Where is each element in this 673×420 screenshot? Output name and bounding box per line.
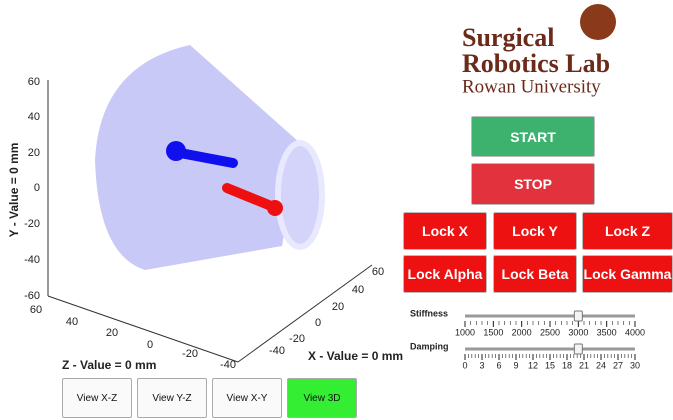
tool-red-end: [267, 200, 283, 216]
lock-button[interactable]: Lock Gamma: [582, 255, 673, 293]
logo-subtitle: Rowan University: [462, 76, 601, 97]
slider-tick-label: 3000: [568, 327, 588, 337]
z-tick-label: 20: [106, 327, 118, 339]
view-button[interactable]: View X-Z: [62, 378, 132, 418]
slider-tick-label: 9: [513, 360, 518, 370]
view-button[interactable]: View 3D: [287, 378, 357, 418]
slider-tick-label: 4000: [625, 327, 645, 337]
view-button[interactable]: View Y-Z: [137, 378, 207, 418]
tool-blue-end: [166, 141, 186, 161]
z-tick-label: 0: [147, 339, 153, 351]
z-tick-label: 60: [30, 304, 42, 316]
lock-button[interactable]: Lock Z: [582, 212, 673, 250]
slider-tick-label: 15: [545, 360, 555, 370]
x-axis-label: X - Value = 0 mm: [308, 349, 403, 363]
y-tick-label: -20: [24, 218, 40, 230]
slider-label: Stiffness: [410, 308, 448, 318]
y-tick-label: 60: [28, 76, 40, 88]
logo-line: Robotics Lab: [462, 49, 610, 78]
slider-tick-label: 24: [596, 360, 606, 370]
lock-button[interactable]: Lock Beta: [493, 255, 577, 293]
y-tick-label: -60: [24, 290, 40, 302]
x-tick-label: 20: [332, 301, 344, 313]
slider-tick-label: 3500: [597, 327, 617, 337]
slider-tick-label: 2000: [512, 327, 532, 337]
y-tick-label: 0: [34, 182, 40, 194]
slider-tick-label: 3: [479, 360, 484, 370]
y-axis-label: Y - Value = 0 mm: [7, 143, 21, 238]
z-tick-label: -40: [220, 359, 236, 371]
lock-button[interactable]: Lock Y: [493, 212, 577, 250]
x-tick-label: -20: [289, 333, 305, 345]
x-axis: [237, 264, 373, 363]
z-tick-label: 40: [66, 316, 78, 328]
slider-tick-label: 6: [496, 360, 501, 370]
logo-emblem: [580, 4, 616, 40]
slider-tick-label: 1000: [455, 327, 475, 337]
slider-thumb[interactable]: [573, 343, 583, 355]
x-tick-label: 0: [315, 317, 321, 329]
x-tick-label: 60: [372, 266, 384, 278]
view-button[interactable]: View X-Y: [212, 378, 282, 418]
z-axis: [47, 295, 239, 363]
lock-button[interactable]: Lock Alpha: [403, 255, 487, 293]
lock-button[interactable]: Lock X: [403, 212, 487, 250]
slider-tick-label: 0: [462, 360, 467, 370]
slider-tick-label: 27: [613, 360, 623, 370]
z-axis-label: Z - Value = 0 mm: [62, 358, 156, 372]
y-tick-label: 20: [28, 147, 40, 159]
y-tick-label: -40: [24, 254, 40, 266]
x-tick-label: -40: [269, 345, 285, 357]
slider-tick-label: 2500: [540, 327, 560, 337]
cone-end: [275, 140, 325, 250]
stop-button[interactable]: STOP: [471, 163, 595, 205]
slider-tick-label: 21: [579, 360, 589, 370]
z-tick-label: -20: [182, 348, 198, 360]
slider-tick-label: 30: [630, 360, 640, 370]
logo-line: Surgical: [462, 23, 554, 52]
slider-label: Damping: [410, 341, 449, 351]
slider-tick-label: 18: [562, 360, 572, 370]
y-tick-label: 40: [28, 111, 40, 123]
slider-thumb[interactable]: [573, 310, 583, 322]
slider-tick-label: 1500: [483, 327, 503, 337]
x-tick-label: 40: [352, 284, 364, 296]
slider-tick-label: 12: [528, 360, 538, 370]
start-button[interactable]: START: [471, 116, 595, 157]
